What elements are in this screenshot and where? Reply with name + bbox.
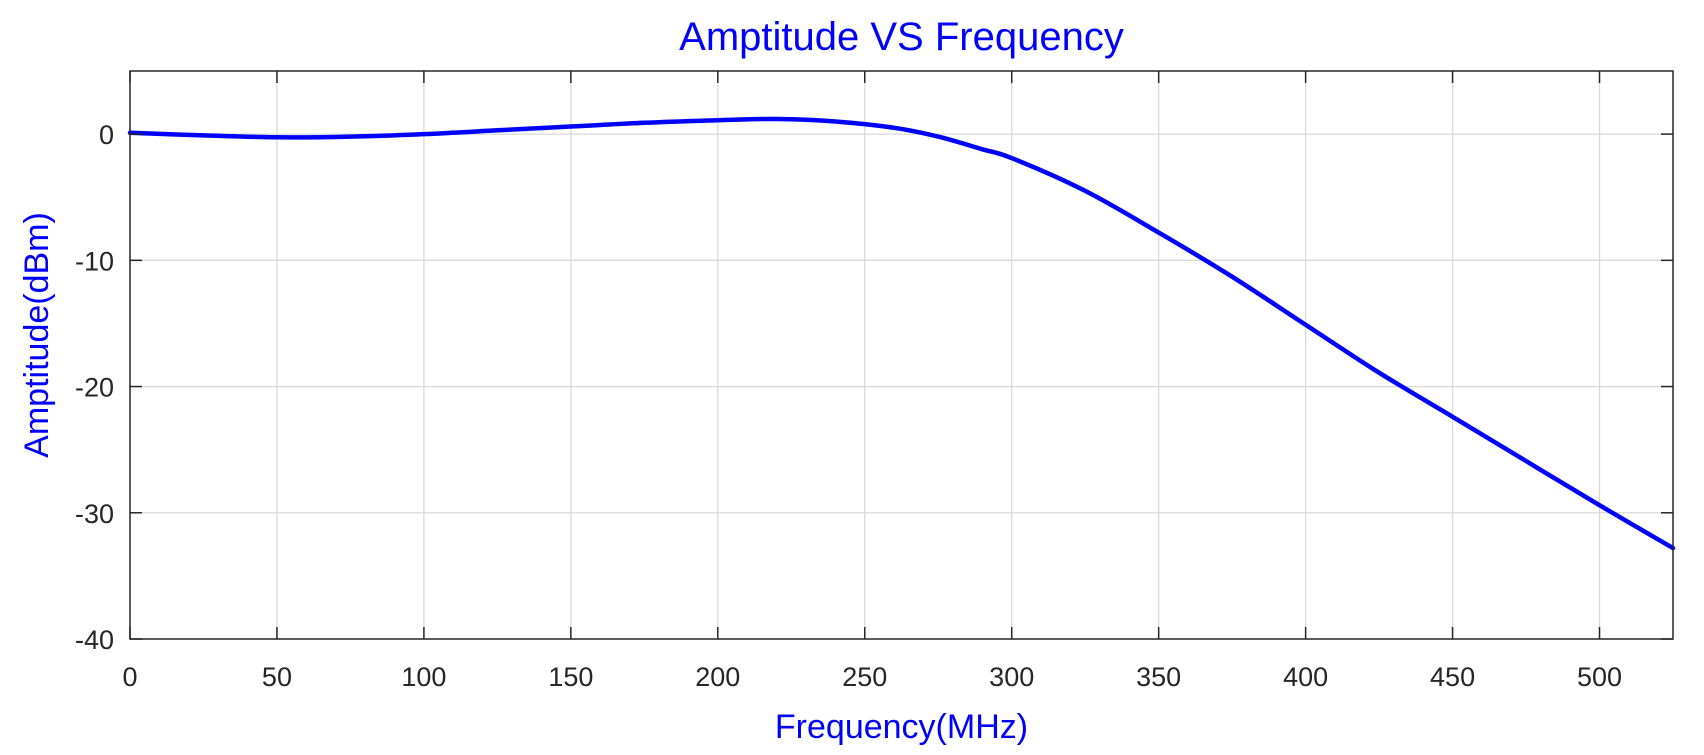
y-tick-label: -30 (75, 499, 114, 529)
x-tick-label: 500 (1577, 662, 1622, 692)
ticks (129, 71, 1673, 640)
x-tick-label: 350 (1136, 662, 1181, 692)
x-tick-label: 450 (1430, 662, 1475, 692)
y-tick-label: 0 (99, 120, 114, 150)
x-axis-label: Frequency(MHz) (775, 708, 1028, 746)
x-tick-label: 200 (695, 662, 740, 692)
x-tick-label: 250 (842, 662, 887, 692)
plot-area (129, 70, 1674, 640)
x-tick-label: 50 (262, 662, 292, 692)
chart-title: Amptitude VS Frequency (679, 15, 1124, 59)
tick-labels: 0 50 100 150 200 250 300 350 400 450 500 0 -10 -20 -30… (75, 120, 1622, 692)
y-tick-label: -20 (75, 373, 114, 403)
y-tick-label: -40 (75, 625, 114, 655)
y-tick-label: -10 (75, 246, 114, 276)
x-tick-label: 400 (1283, 662, 1328, 692)
x-tick-label: 300 (989, 662, 1034, 692)
x-tick-label: 100 (401, 662, 446, 692)
x-tick-label: 150 (548, 662, 593, 692)
grid (130, 71, 1673, 639)
y-axis-label: Amptitude(dBm) (18, 212, 56, 458)
amplitude-line (127, 116, 1676, 551)
x-tick-label: 0 (122, 662, 137, 692)
